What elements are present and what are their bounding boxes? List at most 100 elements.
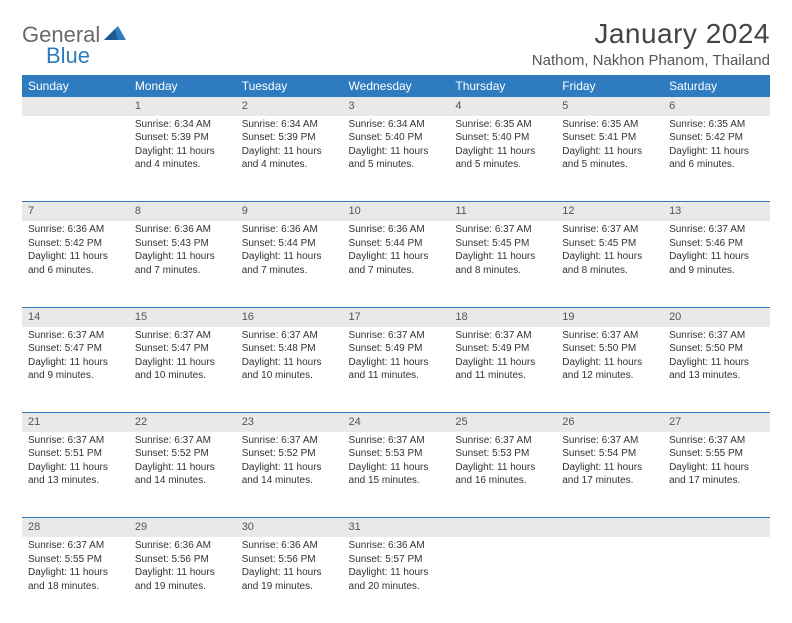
day-details: Sunrise: 6:37 AMSunset: 5:47 PMDaylight:… xyxy=(129,327,236,387)
weekday-header: Thursday xyxy=(449,75,556,97)
daylight-text: Daylight: 11 hours and 6 minutes. xyxy=(669,145,764,172)
day-cell: Sunrise: 6:37 AMSunset: 5:52 PMDaylight:… xyxy=(129,432,236,518)
day-number: 28 xyxy=(22,518,129,537)
day-details: Sunrise: 6:37 AMSunset: 5:55 PMDaylight:… xyxy=(22,537,129,597)
weekday-header: Monday xyxy=(129,75,236,97)
sunset-text: Sunset: 5:49 PM xyxy=(455,342,550,356)
day-details xyxy=(22,116,129,122)
day-details: Sunrise: 6:37 AMSunset: 5:50 PMDaylight:… xyxy=(663,327,770,387)
day-details: Sunrise: 6:37 AMSunset: 5:53 PMDaylight:… xyxy=(449,432,556,492)
day-details: Sunrise: 6:37 AMSunset: 5:54 PMDaylight:… xyxy=(556,432,663,492)
day-details: Sunrise: 6:36 AMSunset: 5:57 PMDaylight:… xyxy=(343,537,450,597)
sunrise-text: Sunrise: 6:37 AM xyxy=(455,223,550,237)
day-cell: Sunrise: 6:37 AMSunset: 5:53 PMDaylight:… xyxy=(449,432,556,518)
day-cell: Sunrise: 6:36 AMSunset: 5:57 PMDaylight:… xyxy=(343,537,450,623)
day-cell xyxy=(663,537,770,623)
day-details: Sunrise: 6:37 AMSunset: 5:45 PMDaylight:… xyxy=(556,221,663,281)
sunrise-text: Sunrise: 6:37 AM xyxy=(562,434,657,448)
daynum-row: 21222324252627 xyxy=(22,413,770,432)
day-details: Sunrise: 6:37 AMSunset: 5:45 PMDaylight:… xyxy=(449,221,556,281)
daylight-text: Daylight: 11 hours and 16 minutes. xyxy=(455,461,550,488)
day-number: 23 xyxy=(236,413,343,432)
daylight-text: Daylight: 11 hours and 5 minutes. xyxy=(455,145,550,172)
sunrise-text: Sunrise: 6:34 AM xyxy=(135,118,230,132)
week-row: Sunrise: 6:34 AMSunset: 5:39 PMDaylight:… xyxy=(22,116,770,202)
daylight-text: Daylight: 11 hours and 5 minutes. xyxy=(562,145,657,172)
sunset-text: Sunset: 5:55 PM xyxy=(669,447,764,461)
day-number: 22 xyxy=(129,413,236,432)
day-cell xyxy=(449,537,556,623)
day-cell: Sunrise: 6:35 AMSunset: 5:42 PMDaylight:… xyxy=(663,116,770,202)
sunset-text: Sunset: 5:54 PM xyxy=(562,447,657,461)
day-cell xyxy=(22,116,129,202)
day-cell: Sunrise: 6:34 AMSunset: 5:39 PMDaylight:… xyxy=(236,116,343,202)
daylight-text: Daylight: 11 hours and 10 minutes. xyxy=(242,356,337,383)
logo-text-line2: Blue xyxy=(46,45,100,67)
weekday-header: Tuesday xyxy=(236,75,343,97)
daynum-row: 123456 xyxy=(22,97,770,116)
daylight-text: Daylight: 11 hours and 7 minutes. xyxy=(242,250,337,277)
day-details: Sunrise: 6:37 AMSunset: 5:48 PMDaylight:… xyxy=(236,327,343,387)
sunset-text: Sunset: 5:49 PM xyxy=(349,342,444,356)
week-row: Sunrise: 6:36 AMSunset: 5:42 PMDaylight:… xyxy=(22,221,770,307)
daylight-text: Daylight: 11 hours and 15 minutes. xyxy=(349,461,444,488)
sunrise-text: Sunrise: 6:37 AM xyxy=(349,329,444,343)
daylight-text: Daylight: 11 hours and 20 minutes. xyxy=(349,566,444,593)
sunset-text: Sunset: 5:53 PM xyxy=(349,447,444,461)
sunrise-text: Sunrise: 6:37 AM xyxy=(242,329,337,343)
day-cell: Sunrise: 6:34 AMSunset: 5:39 PMDaylight:… xyxy=(129,116,236,202)
sunset-text: Sunset: 5:46 PM xyxy=(669,237,764,251)
sunset-text: Sunset: 5:42 PM xyxy=(28,237,123,251)
daylight-text: Daylight: 11 hours and 17 minutes. xyxy=(562,461,657,488)
day-number: 15 xyxy=(129,307,236,326)
day-cell: Sunrise: 6:36 AMSunset: 5:44 PMDaylight:… xyxy=(236,221,343,307)
sunrise-text: Sunrise: 6:35 AM xyxy=(455,118,550,132)
sunset-text: Sunset: 5:56 PM xyxy=(135,553,230,567)
title-block: January 2024 Nathom, Nakhon Phanom, Thai… xyxy=(532,18,770,69)
day-details: Sunrise: 6:37 AMSunset: 5:49 PMDaylight:… xyxy=(343,327,450,387)
day-number: 7 xyxy=(22,202,129,221)
daylight-text: Daylight: 11 hours and 8 minutes. xyxy=(562,250,657,277)
day-cell: Sunrise: 6:36 AMSunset: 5:43 PMDaylight:… xyxy=(129,221,236,307)
sunset-text: Sunset: 5:44 PM xyxy=(349,237,444,251)
sunset-text: Sunset: 5:53 PM xyxy=(455,447,550,461)
sunrise-text: Sunrise: 6:37 AM xyxy=(669,223,764,237)
day-number: 12 xyxy=(556,202,663,221)
day-cell: Sunrise: 6:37 AMSunset: 5:50 PMDaylight:… xyxy=(556,327,663,413)
day-number: 31 xyxy=(343,518,450,537)
day-cell: Sunrise: 6:37 AMSunset: 5:45 PMDaylight:… xyxy=(556,221,663,307)
day-cell: Sunrise: 6:37 AMSunset: 5:53 PMDaylight:… xyxy=(343,432,450,518)
day-details: Sunrise: 6:34 AMSunset: 5:39 PMDaylight:… xyxy=(129,116,236,176)
day-cell: Sunrise: 6:36 AMSunset: 5:42 PMDaylight:… xyxy=(22,221,129,307)
daylight-text: Daylight: 11 hours and 11 minutes. xyxy=(455,356,550,383)
daylight-text: Daylight: 11 hours and 4 minutes. xyxy=(135,145,230,172)
day-details: Sunrise: 6:35 AMSunset: 5:40 PMDaylight:… xyxy=(449,116,556,176)
daylight-text: Daylight: 11 hours and 7 minutes. xyxy=(349,250,444,277)
daylight-text: Daylight: 11 hours and 17 minutes. xyxy=(669,461,764,488)
daylight-text: Daylight: 11 hours and 19 minutes. xyxy=(242,566,337,593)
week-row: Sunrise: 6:37 AMSunset: 5:51 PMDaylight:… xyxy=(22,432,770,518)
sunrise-text: Sunrise: 6:36 AM xyxy=(242,223,337,237)
daylight-text: Daylight: 11 hours and 5 minutes. xyxy=(349,145,444,172)
day-number: 16 xyxy=(236,307,343,326)
sunrise-text: Sunrise: 6:35 AM xyxy=(669,118,764,132)
day-details: Sunrise: 6:36 AMSunset: 5:44 PMDaylight:… xyxy=(343,221,450,281)
page-title: January 2024 xyxy=(532,18,770,50)
day-cell: Sunrise: 6:36 AMSunset: 5:44 PMDaylight:… xyxy=(343,221,450,307)
daynum-row: 28293031 xyxy=(22,518,770,537)
day-number: 21 xyxy=(22,413,129,432)
day-cell: Sunrise: 6:35 AMSunset: 5:40 PMDaylight:… xyxy=(449,116,556,202)
daylight-text: Daylight: 11 hours and 13 minutes. xyxy=(669,356,764,383)
sunrise-text: Sunrise: 6:34 AM xyxy=(242,118,337,132)
daynum-row: 78910111213 xyxy=(22,202,770,221)
day-cell: Sunrise: 6:36 AMSunset: 5:56 PMDaylight:… xyxy=(129,537,236,623)
daylight-text: Daylight: 11 hours and 6 minutes. xyxy=(28,250,123,277)
day-number xyxy=(663,518,770,537)
sunset-text: Sunset: 5:50 PM xyxy=(562,342,657,356)
day-cell: Sunrise: 6:37 AMSunset: 5:47 PMDaylight:… xyxy=(129,327,236,413)
day-number: 20 xyxy=(663,307,770,326)
sunset-text: Sunset: 5:41 PM xyxy=(562,131,657,145)
day-cell: Sunrise: 6:37 AMSunset: 5:49 PMDaylight:… xyxy=(343,327,450,413)
sunset-text: Sunset: 5:55 PM xyxy=(28,553,123,567)
day-details: Sunrise: 6:34 AMSunset: 5:39 PMDaylight:… xyxy=(236,116,343,176)
